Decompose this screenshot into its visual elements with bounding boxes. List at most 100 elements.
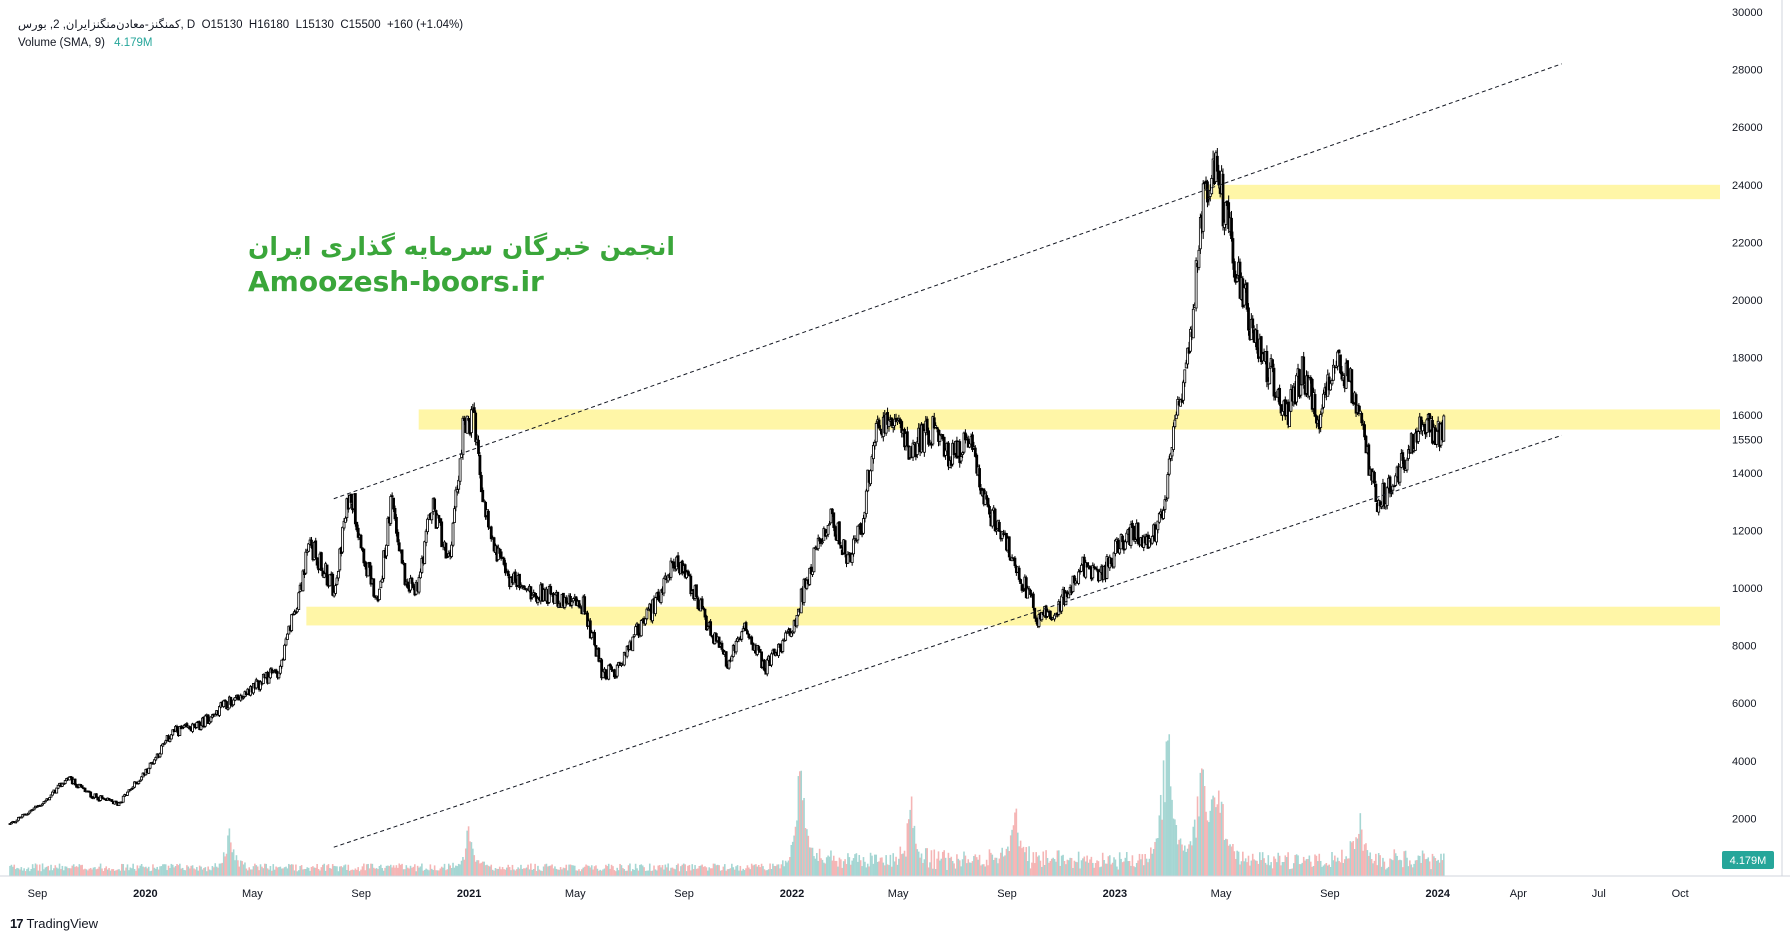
volume-bar xyxy=(95,869,98,876)
candle-body xyxy=(553,594,557,604)
volume-bar xyxy=(1369,852,1372,876)
candle-body xyxy=(1322,393,1325,408)
volume-bar xyxy=(564,868,566,876)
candle-body xyxy=(1183,369,1187,384)
volume-bar xyxy=(472,848,474,876)
candle-body xyxy=(410,577,414,584)
candle-body xyxy=(583,596,587,613)
volume-bar xyxy=(497,868,500,876)
volume-bar xyxy=(1226,839,1229,876)
volume-badge xyxy=(1722,851,1774,869)
volume-bar xyxy=(1165,741,1168,876)
volume-bar xyxy=(688,864,691,876)
volume-bar xyxy=(1192,826,1195,876)
volume-bar xyxy=(1343,859,1346,876)
volume-bar xyxy=(446,869,449,876)
axis-badges: 4.179M xyxy=(1722,851,1774,869)
candle-body xyxy=(341,526,345,553)
volume-bar xyxy=(1113,857,1115,876)
volume-bar xyxy=(143,867,146,876)
candle-body xyxy=(934,425,938,428)
zone-0 xyxy=(1202,184,1720,200)
volume-bar xyxy=(712,863,715,876)
volume-bar xyxy=(757,864,760,876)
volume-bar xyxy=(118,869,120,876)
price-tick-label: 24000 xyxy=(1732,180,1763,192)
ohlc-close: C15500 xyxy=(340,19,381,31)
candle-body xyxy=(301,570,305,592)
time-axis[interactable]: Sep 2020 May Sep 2021 May Sep 2022 May Sep 2023 May… xyxy=(28,888,1689,900)
volume-bar xyxy=(561,869,563,876)
volume-bar xyxy=(1324,864,1326,876)
candle-body xyxy=(325,564,329,586)
volume-bar xyxy=(1366,850,1369,876)
volume-bar xyxy=(31,864,34,876)
candle-body xyxy=(1034,617,1038,622)
volume-bar xyxy=(650,870,652,876)
chart-legend: کمنگنز-معادن‌منگنزایران, 2, بورس, D O151… xyxy=(18,16,463,52)
candle-body xyxy=(1230,217,1233,240)
volume-bar xyxy=(234,860,236,876)
volume-indicator-row[interactable]: Volume (SMA, 9) 4.179M xyxy=(18,34,463,52)
volume-bar xyxy=(220,863,222,876)
candle-body xyxy=(499,551,503,559)
volume-bar xyxy=(803,797,805,876)
volume-bar xyxy=(423,869,426,876)
volume-bar xyxy=(237,860,239,876)
volume-bar xyxy=(514,870,517,876)
volume-bar xyxy=(1335,861,1338,876)
volume-bar xyxy=(1043,864,1046,876)
price-tick-label: 22000 xyxy=(1732,237,1763,249)
volume-bar xyxy=(1213,797,1216,876)
volume-bar xyxy=(1285,857,1288,876)
symbol-row[interactable]: کمنگنز-معادن‌منگنزایران, 2, بورس, D O151… xyxy=(18,16,463,34)
candle-body xyxy=(1221,173,1225,227)
volume-bar xyxy=(1168,734,1171,876)
volume-bar xyxy=(629,863,631,876)
candle-body xyxy=(1367,444,1371,476)
candle-body xyxy=(83,787,87,793)
volume-bar xyxy=(46,866,48,876)
candle-body xyxy=(160,745,163,755)
volume-bar xyxy=(854,854,856,876)
volume-bar xyxy=(1414,860,1417,876)
volume-bar xyxy=(361,866,364,876)
candle-body xyxy=(785,631,789,634)
volume-bar xyxy=(1309,861,1312,876)
candle-body xyxy=(975,454,979,474)
candle-body xyxy=(133,781,136,788)
volume-bar xyxy=(1101,852,1104,876)
volume-bar xyxy=(572,865,575,876)
volume-bar xyxy=(85,869,88,876)
candle-body xyxy=(1136,522,1140,544)
tradingview-logo[interactable]: 17 TradingView xyxy=(10,916,98,931)
volume-bar xyxy=(889,854,892,876)
volume-bar xyxy=(268,869,270,876)
volume-bar xyxy=(470,842,473,876)
trendline-1[interactable] xyxy=(333,434,1562,848)
candle-body xyxy=(444,542,448,559)
candle-body xyxy=(1411,433,1415,453)
volume-bar xyxy=(1084,861,1087,876)
volume-bar xyxy=(845,863,848,876)
price-axis[interactable]: 2000 4000 6000 8000 10000 12000 14000 16000 1800… xyxy=(1732,7,1763,825)
volume-bar xyxy=(858,854,861,876)
trendline-0[interactable] xyxy=(333,63,1562,500)
candle-body xyxy=(702,607,705,610)
volume-bar xyxy=(1261,852,1264,876)
volume-bar xyxy=(773,865,776,876)
volume-bar xyxy=(830,850,832,876)
candle-body xyxy=(372,578,376,597)
volume-bar xyxy=(995,857,998,876)
tradingview-icon: 17 xyxy=(10,916,24,931)
candle-body xyxy=(757,646,761,651)
candle-body xyxy=(1123,541,1127,550)
volume-bar xyxy=(429,864,432,876)
volume-bar xyxy=(909,809,912,876)
volume-bar xyxy=(156,866,159,876)
volume-bar xyxy=(725,870,728,876)
volume-bar xyxy=(1242,851,1244,876)
volume-bar xyxy=(1058,850,1060,876)
candle-body xyxy=(451,522,455,546)
